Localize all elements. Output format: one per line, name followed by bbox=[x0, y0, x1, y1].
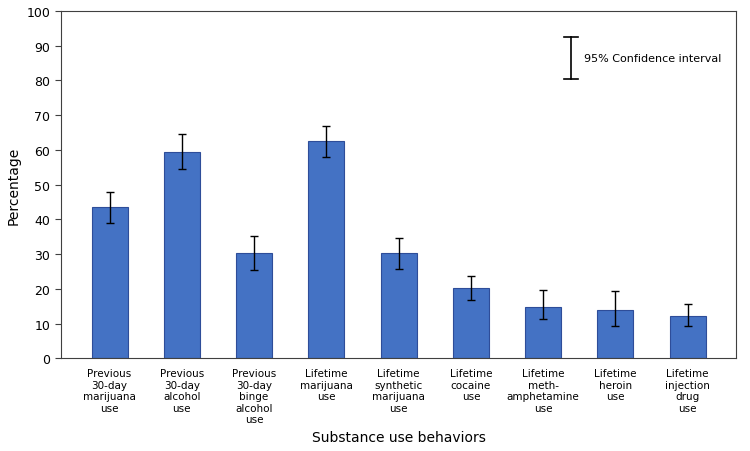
Y-axis label: Percentage: Percentage bbox=[7, 146, 21, 224]
Bar bbox=[164, 152, 200, 359]
Bar bbox=[453, 288, 489, 359]
Bar bbox=[380, 254, 417, 359]
Bar bbox=[236, 254, 272, 359]
Bar bbox=[92, 208, 128, 359]
Text: 95% Confidence interval: 95% Confidence interval bbox=[584, 54, 722, 64]
Bar bbox=[597, 311, 634, 359]
Bar bbox=[670, 316, 706, 359]
Bar bbox=[308, 142, 344, 359]
X-axis label: Substance use behaviors: Substance use behaviors bbox=[312, 430, 485, 444]
Bar bbox=[525, 307, 561, 359]
